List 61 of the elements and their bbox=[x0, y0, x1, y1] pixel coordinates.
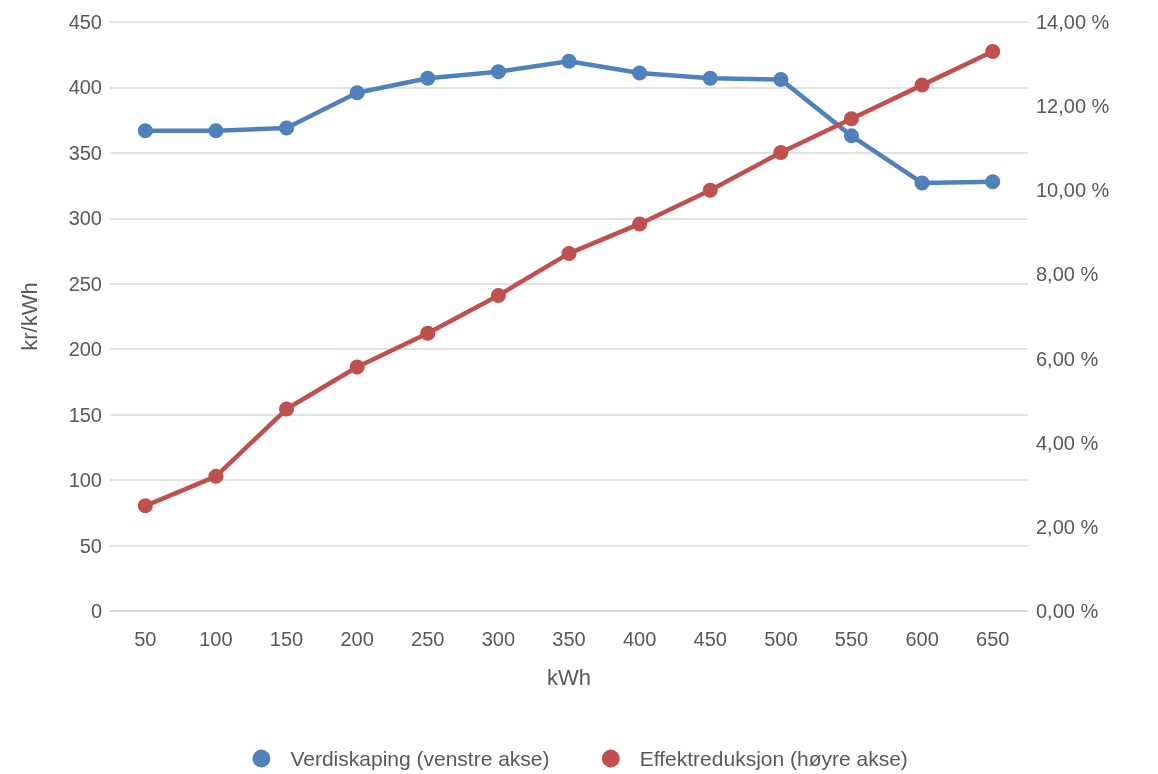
y2-tick-label: 0,00 % bbox=[1036, 600, 1099, 622]
point bbox=[420, 325, 436, 341]
x-tick-label: 450 bbox=[693, 628, 727, 650]
point bbox=[843, 111, 859, 127]
x-tick-label: 100 bbox=[199, 628, 233, 650]
x-tick-label: 200 bbox=[340, 628, 374, 650]
point bbox=[490, 64, 506, 80]
y2-tick-label: 2,00 % bbox=[1036, 515, 1099, 538]
x-tick-label: 650 bbox=[976, 628, 1010, 650]
point bbox=[561, 245, 577, 261]
point bbox=[914, 175, 930, 191]
y-tick-label: 200 bbox=[68, 338, 102, 361]
point bbox=[208, 468, 224, 484]
point bbox=[279, 120, 295, 136]
y-tick-label: 300 bbox=[68, 207, 102, 230]
legend-label: Effektreduksjon (høyre akse) bbox=[639, 747, 908, 770]
point bbox=[702, 70, 718, 86]
point bbox=[914, 77, 930, 93]
point bbox=[773, 144, 789, 160]
point bbox=[349, 359, 365, 375]
point bbox=[702, 182, 718, 198]
point bbox=[208, 123, 224, 139]
y-tick-label: 150 bbox=[68, 403, 102, 426]
x-axis-title: kWh bbox=[547, 664, 591, 690]
point bbox=[490, 287, 506, 303]
x-tick-label: 550 bbox=[834, 628, 869, 650]
point bbox=[632, 216, 648, 232]
y-tick-label: 250 bbox=[68, 272, 102, 295]
x-tick-label: 250 bbox=[411, 628, 445, 650]
x-tick-label: 50 bbox=[134, 628, 157, 650]
x-tick-label: 350 bbox=[552, 628, 586, 650]
y-tick-label: 0 bbox=[90, 600, 102, 622]
point bbox=[985, 43, 1001, 59]
point bbox=[985, 174, 1001, 190]
point bbox=[279, 401, 295, 417]
x-tick-label: 300 bbox=[481, 628, 516, 650]
y2-tick-label: 10,00 % bbox=[1036, 179, 1110, 202]
point bbox=[632, 65, 648, 81]
point bbox=[349, 85, 365, 101]
y-tick-label: 100 bbox=[68, 469, 102, 492]
x-tick-label: 600 bbox=[905, 628, 939, 650]
x-tick-label: 400 bbox=[622, 628, 657, 650]
point bbox=[137, 498, 153, 514]
y2-tick-label: 6,00 % bbox=[1036, 347, 1099, 370]
point bbox=[137, 123, 153, 139]
x-tick-label: 500 bbox=[764, 628, 798, 650]
y-tick-label: 450 bbox=[68, 11, 102, 33]
point bbox=[561, 53, 577, 69]
x-tick-label: 150 bbox=[269, 628, 304, 650]
y-axis-title: kr/kWh bbox=[16, 282, 42, 351]
point bbox=[843, 128, 859, 144]
y2-tick-label: 14,00 % bbox=[1036, 11, 1110, 33]
point bbox=[420, 70, 436, 86]
y-tick-label: 400 bbox=[68, 76, 102, 99]
y-tick-label: 50 bbox=[79, 534, 102, 557]
point bbox=[773, 72, 789, 88]
y2-tick-label: 8,00 % bbox=[1036, 263, 1099, 286]
y2-tick-label: 12,00 % bbox=[1036, 95, 1110, 118]
y2-tick-label: 4,00 % bbox=[1036, 431, 1099, 454]
y-tick-label: 350 bbox=[68, 141, 102, 164]
legend-label: Verdiskaping (venstre akse) bbox=[290, 747, 550, 770]
